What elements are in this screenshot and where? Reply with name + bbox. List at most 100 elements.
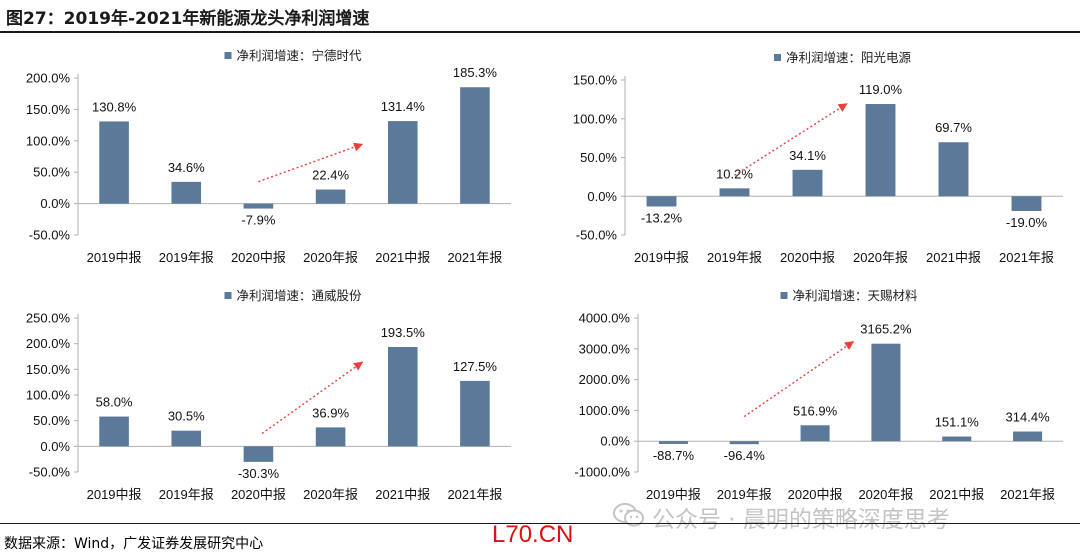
bottom-rule bbox=[0, 523, 1080, 524]
legend-swatch bbox=[780, 292, 788, 299]
data-label: 119.0% bbox=[859, 82, 903, 97]
bar bbox=[865, 104, 896, 197]
trend-arrow-line bbox=[734, 102, 849, 176]
y-tick-label: 100.0% bbox=[26, 388, 71, 403]
data-label: 36.9% bbox=[312, 405, 349, 420]
data-label: 127.5% bbox=[453, 359, 498, 374]
data-label: 151.1% bbox=[935, 415, 980, 430]
y-tick-label: -50.0% bbox=[576, 228, 618, 243]
category-label: 2020年报 bbox=[303, 250, 358, 265]
data-label: 314.4% bbox=[1006, 410, 1051, 425]
category-label: 2020年报 bbox=[303, 487, 358, 502]
category-label: 2020中报 bbox=[231, 487, 286, 502]
data-label: 34.6% bbox=[168, 160, 205, 175]
bar bbox=[460, 380, 490, 447]
category-label: 2020年报 bbox=[853, 250, 908, 265]
y-tick-label: 50.0% bbox=[33, 413, 70, 428]
bar bbox=[387, 121, 418, 204]
bar bbox=[387, 347, 418, 447]
site-mark: L70.CN bbox=[492, 521, 574, 548]
category-label: 2019年报 bbox=[717, 487, 772, 502]
data-label: 58.0% bbox=[96, 395, 133, 410]
chart-tinci: 净利润增速：天赐材料 -1000.0% 0.0% 1000.0% 2000.0% 3000… bbox=[574, 288, 1063, 502]
y-tick-label: -50.0% bbox=[29, 228, 71, 243]
y-tick-label: 150.0% bbox=[26, 362, 71, 377]
category-label: 2019年报 bbox=[159, 487, 214, 502]
y-tick-label: -1000.0% bbox=[574, 465, 630, 480]
legend-label: 净利润增速：通威股份 bbox=[237, 288, 363, 303]
data-label: -19.0% bbox=[1006, 215, 1048, 230]
category-label: 2021年报 bbox=[447, 250, 502, 265]
bar bbox=[460, 87, 490, 204]
category-label: 2020年报 bbox=[858, 487, 913, 502]
category-label: 2019中报 bbox=[646, 487, 701, 502]
y-tick-label: 50.0% bbox=[580, 150, 617, 165]
y-tick-label: 150.0% bbox=[573, 73, 618, 88]
y-tick-label: 0.0% bbox=[40, 196, 70, 211]
chart-catl: 净利润增速：宁德时代 -50.0% 0.0% 50.0% 100.0% 150.0% 200… bbox=[26, 48, 511, 265]
data-label: 193.5% bbox=[381, 325, 426, 340]
data-label: 185.3% bbox=[453, 65, 498, 80]
bar bbox=[871, 343, 901, 442]
category-label: 2021年报 bbox=[999, 250, 1054, 265]
legend-label: 净利润增速：宁德时代 bbox=[237, 48, 363, 63]
category-label: 2021中报 bbox=[375, 487, 430, 502]
y-tick-label: 1000.0% bbox=[579, 403, 631, 418]
data-label: 131.4% bbox=[381, 99, 426, 114]
wechat-icon bbox=[613, 503, 644, 527]
bar bbox=[99, 121, 129, 204]
trend-arrow-head bbox=[353, 361, 364, 371]
bar bbox=[658, 441, 688, 444]
category-label: 2021中报 bbox=[926, 250, 981, 265]
data-label: -7.9% bbox=[241, 213, 275, 228]
y-tick-label: 200.0% bbox=[26, 71, 71, 86]
category-label: 2019年报 bbox=[159, 250, 214, 265]
category-label: 2021中报 bbox=[375, 250, 430, 265]
y-tick-label: 0.0% bbox=[600, 434, 630, 449]
bar bbox=[315, 189, 346, 204]
trend-arrow-head bbox=[844, 341, 855, 350]
y-tick-label: 50.0% bbox=[33, 165, 70, 180]
bar bbox=[99, 416, 129, 447]
top-rule bbox=[0, 31, 1080, 33]
legend-label: 净利润增速：阳光电源 bbox=[786, 50, 912, 65]
data-label: -96.4% bbox=[724, 448, 766, 463]
category-label: 2021年报 bbox=[1000, 487, 1055, 502]
data-label: 10.2% bbox=[716, 166, 753, 181]
trend-arrow-head bbox=[837, 103, 848, 112]
category-label: 2020中报 bbox=[780, 250, 835, 265]
trend-arrow-head bbox=[353, 142, 364, 152]
figure-title: 图27：2019年-2021年新能源龙头净利润增速 bbox=[6, 9, 370, 29]
watermark-text: 公众号 · 晨明的策略深度思考 bbox=[652, 507, 950, 533]
bar bbox=[1011, 196, 1042, 211]
category-label: 2021年报 bbox=[447, 487, 502, 502]
y-tick-label: 0.0% bbox=[587, 189, 617, 204]
trend-arrow-line bbox=[261, 361, 364, 435]
y-tick-label: 4000.0% bbox=[579, 311, 631, 326]
data-label: 34.1% bbox=[789, 148, 826, 163]
data-label: -30.3% bbox=[238, 466, 280, 481]
y-tick-label: 100.0% bbox=[26, 133, 71, 148]
y-tick-label: 2000.0% bbox=[579, 372, 631, 387]
legend-swatch bbox=[224, 52, 232, 59]
y-tick-label: 200.0% bbox=[26, 336, 71, 351]
trend-arrow-line bbox=[258, 143, 364, 183]
bar bbox=[171, 430, 202, 447]
category-label: 2019年报 bbox=[707, 250, 762, 265]
bar bbox=[942, 436, 972, 442]
bar bbox=[729, 441, 759, 445]
legend-label: 净利润增速：天赐材料 bbox=[793, 288, 919, 303]
bar bbox=[792, 169, 823, 197]
data-label: 22.4% bbox=[312, 168, 349, 183]
y-tick-label: 100.0% bbox=[573, 111, 618, 126]
legend-swatch bbox=[774, 54, 781, 61]
data-label: 130.8% bbox=[92, 99, 137, 114]
bar bbox=[800, 425, 830, 442]
category-label: 2019中报 bbox=[87, 250, 142, 265]
data-label: 3165.2% bbox=[860, 322, 912, 337]
y-tick-label: 3000.0% bbox=[579, 341, 631, 356]
y-tick-label: 150.0% bbox=[26, 102, 71, 117]
category-label: 2019中报 bbox=[87, 487, 142, 502]
category-label: 2021中报 bbox=[929, 487, 984, 502]
legend-swatch bbox=[224, 292, 232, 299]
